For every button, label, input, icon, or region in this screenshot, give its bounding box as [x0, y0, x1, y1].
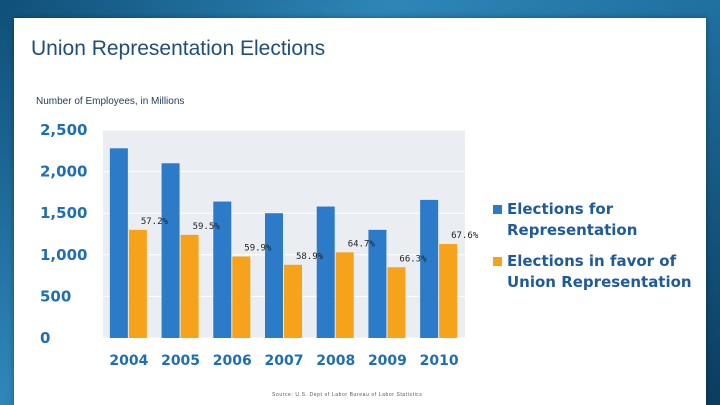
legend-swatch [493, 205, 502, 214]
percent-label: 59.9% [244, 243, 272, 253]
legend-label: Representation [507, 221, 637, 239]
x-tick-label: 2010 [420, 353, 459, 369]
bar-in-favor-2004 [128, 229, 147, 338]
x-tick-label: 2007 [265, 353, 304, 369]
percent-label: 66.3% [399, 254, 427, 264]
slide-title: Union Representation Elections [31, 37, 326, 60]
bar-in-favor-2007 [284, 264, 302, 338]
percentage-labels: 57.2% 59.5% 59.9% 58.9% 64.7% 66.3% 67.6% [141, 217, 479, 264]
bars [109, 148, 458, 338]
legend-label: Elections in favor of [507, 252, 677, 270]
x-tick-label: 2004 [109, 353, 148, 369]
x-tick-label: 2009 [368, 353, 407, 369]
chart-subtitle: Number of Employees, in Millions [36, 96, 185, 107]
source-note: Source: U.S. Dept of Labor Bureau of Lab… [272, 392, 423, 398]
bar-in-favor-2006 [232, 256, 251, 338]
bar-elections-2010 [420, 199, 439, 338]
legend: Elections for Representation Elections in … [493, 200, 692, 291]
legend-swatch [493, 257, 502, 266]
x-axis-ticks: 2004 2005 2006 2007 2008 2009 2010 [109, 353, 459, 369]
bar-in-favor-2010 [439, 243, 458, 338]
percent-label: 57.2% [141, 217, 169, 227]
x-tick-label: 2008 [316, 353, 355, 369]
legend-label: Union Representation [507, 273, 692, 291]
bar-elections-2004 [109, 148, 128, 338]
x-tick-label: 2006 [213, 353, 252, 369]
y-tick-label: 2,000 [40, 163, 87, 181]
percent-label: 59.5% [193, 222, 221, 232]
bar-in-favor-2009 [387, 267, 406, 338]
bar-elections-2007 [265, 213, 283, 338]
y-tick-label: 2,500 [40, 121, 87, 139]
y-tick-label: 1,000 [40, 246, 87, 264]
y-tick-label: 1,500 [40, 204, 87, 222]
x-tick-label: 2005 [161, 353, 200, 369]
bar-in-favor-2005 [180, 234, 199, 338]
percent-label: 64.7% [348, 239, 376, 249]
percent-label: 67.6% [451, 231, 479, 241]
bar-elections-2009 [368, 229, 387, 338]
y-axis-ticks: 0 500 1,000 1,500 2,000 2,500 [40, 121, 87, 347]
bar-elections-2005 [161, 163, 180, 338]
bar-in-favor-2008 [335, 252, 354, 338]
percent-label: 58.9% [296, 252, 324, 262]
y-tick-label: 0 [40, 329, 50, 347]
bar-elections-2008 [316, 206, 335, 338]
y-tick-label: 500 [40, 287, 71, 305]
bar-elections-2006 [213, 201, 232, 338]
legend-label: Elections for [507, 200, 614, 218]
